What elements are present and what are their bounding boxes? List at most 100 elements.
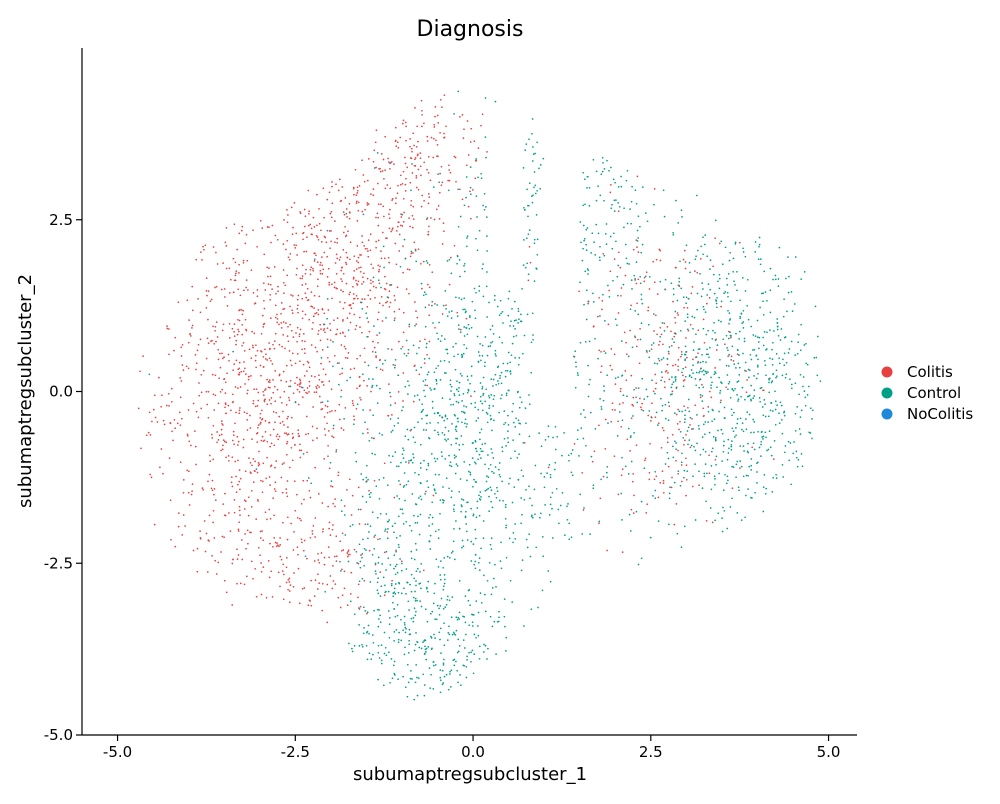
point-control (580, 413, 582, 415)
point-colitis (308, 380, 311, 383)
point-control (606, 374, 609, 377)
point-control (798, 393, 800, 396)
point-control (478, 453, 481, 456)
y-tick-label: 0.0 (49, 383, 73, 401)
point-colitis (339, 606, 342, 609)
point-colitis (353, 270, 356, 272)
point-control (456, 262, 458, 265)
point-colitis (312, 269, 315, 272)
point-control (624, 465, 627, 468)
point-control (554, 448, 557, 451)
point-control (765, 374, 767, 377)
point-colitis (245, 286, 247, 289)
point-control (797, 341, 800, 344)
point-control (714, 439, 717, 442)
point-colitis (244, 367, 246, 370)
point-colitis (235, 359, 238, 362)
point-control (743, 337, 746, 340)
point-control (443, 574, 446, 576)
point-colitis (305, 268, 307, 271)
point-colitis (429, 179, 432, 182)
point-colitis (364, 247, 367, 250)
point-colitis (670, 330, 672, 333)
point-control (517, 310, 520, 313)
point-colitis (375, 216, 377, 219)
point-colitis (287, 214, 289, 216)
point-colitis (414, 158, 416, 161)
point-control (696, 194, 698, 197)
point-colitis (296, 384, 299, 386)
point-control (514, 538, 517, 540)
point-control (505, 636, 508, 639)
point-control (469, 382, 471, 385)
point-control (712, 329, 714, 332)
point-colitis (207, 342, 210, 344)
point-colitis (297, 429, 300, 431)
point-control (717, 280, 719, 283)
point-colitis (236, 333, 239, 336)
point-control (739, 460, 742, 462)
point-control (407, 480, 410, 483)
point-colitis (287, 325, 289, 328)
point-control (722, 338, 725, 341)
point-colitis (280, 312, 282, 315)
point-colitis (298, 383, 301, 385)
point-colitis (214, 286, 216, 289)
point-colitis (261, 418, 264, 420)
point-control (483, 651, 485, 653)
point-control (479, 343, 481, 345)
point-colitis (304, 340, 306, 343)
point-control (731, 440, 733, 442)
point-colitis (307, 604, 310, 607)
point-control (754, 335, 757, 337)
point-colitis (345, 263, 348, 266)
point-control (426, 373, 429, 376)
point-colitis (383, 594, 386, 597)
point-control (446, 315, 449, 317)
point-colitis (262, 355, 265, 358)
point-colitis (320, 229, 322, 232)
point-control (407, 600, 410, 603)
point-control (456, 618, 459, 621)
point-control (755, 377, 758, 380)
point-control (678, 277, 681, 280)
point-control (514, 450, 516, 453)
point-colitis (248, 375, 250, 378)
point-colitis (649, 442, 651, 445)
point-colitis (272, 379, 274, 381)
point-control (771, 380, 774, 382)
point-colitis (388, 213, 390, 215)
point-control (418, 533, 421, 536)
point-control (501, 480, 503, 483)
point-colitis (211, 479, 214, 482)
point-control (508, 537, 511, 540)
point-control (722, 489, 725, 491)
point-colitis (653, 478, 656, 481)
point-colitis (316, 236, 319, 238)
point-control (416, 599, 418, 602)
point-control (371, 634, 374, 636)
point-colitis (318, 561, 321, 564)
point-control (492, 405, 495, 407)
point-control (450, 403, 452, 406)
point-control (531, 514, 533, 517)
point-control (701, 400, 704, 402)
point-control (483, 365, 486, 368)
point-control (335, 449, 338, 451)
point-colitis (227, 404, 230, 407)
point-control (510, 457, 512, 460)
point-control (455, 296, 457, 299)
point-colitis (297, 553, 299, 556)
point-colitis (293, 244, 296, 246)
point-colitis (241, 225, 244, 228)
point-control (759, 387, 762, 390)
point-colitis (311, 425, 314, 428)
point-control (428, 525, 430, 527)
point-control (692, 372, 694, 375)
point-colitis (394, 299, 396, 301)
point-control (611, 247, 614, 250)
point-control (487, 467, 490, 470)
point-control (726, 458, 729, 461)
point-control (433, 488, 436, 490)
point-control (487, 454, 489, 456)
